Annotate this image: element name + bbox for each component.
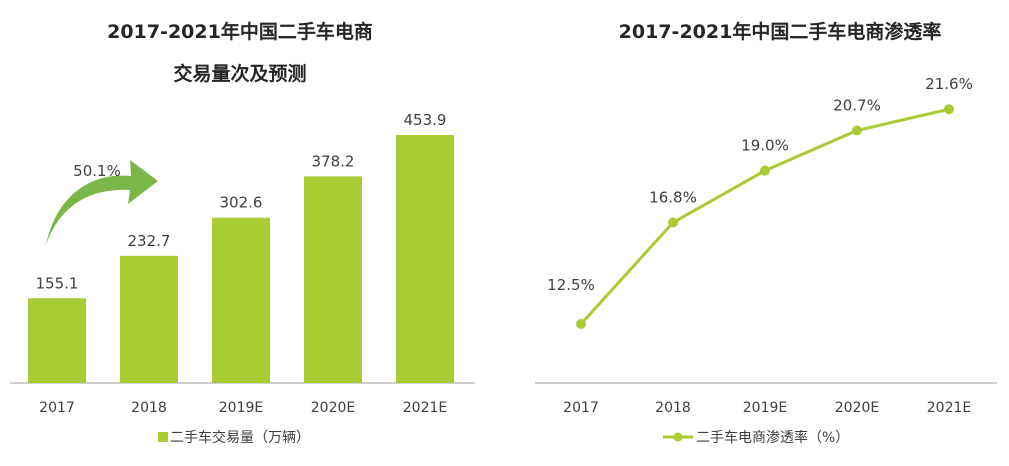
bar (120, 255, 178, 383)
data-point (852, 125, 862, 136)
point-value-label: 21.6% (925, 75, 973, 93)
point-value-label: 20.7% (833, 96, 881, 114)
line-x-tick-label: 2019E (743, 400, 787, 416)
bar (212, 217, 270, 383)
bar-x-tick-label: 2018 (131, 400, 167, 416)
growth-annotation: 50.1% (73, 162, 121, 180)
bar-value-label: 232.7 (128, 232, 171, 250)
bar-chart-title-line2: 交易量次及预测 (173, 62, 306, 85)
data-point (760, 165, 770, 176)
line-legend-label: 二手车电商渗透率（%） (696, 429, 849, 446)
line-x-tick-label: 2018 (655, 400, 691, 416)
bar-value-label: 155.1 (36, 274, 79, 292)
data-point (576, 319, 586, 329)
data-point (944, 104, 954, 115)
data-point (668, 217, 678, 228)
bar (28, 298, 86, 383)
bar (304, 176, 362, 383)
bar-x-tick-label: 2021E (403, 400, 447, 416)
bar-legend-swatch (158, 432, 168, 442)
line-x-tick-label: 2020E (835, 400, 879, 416)
point-value-label: 16.8% (649, 189, 697, 207)
bar-x-tick-label: 2019E (219, 400, 263, 416)
bar-value-label: 302.6 (220, 194, 263, 212)
point-value-label: 19.0% (741, 137, 789, 155)
growth-arrow-icon (46, 160, 158, 245)
bar (396, 135, 454, 383)
point-value-label: 12.5% (547, 276, 595, 294)
bar-chart-title: 2017-2021年中国二手车电商 (107, 20, 373, 43)
bar-x-tick-label: 2017 (39, 400, 75, 416)
line-legend-marker (673, 432, 683, 442)
bar-x-tick-label: 2020E (311, 400, 355, 416)
line-chart-title: 2017-2021年中国二手车电商渗透率 (619, 20, 942, 43)
bar-value-label: 453.9 (404, 111, 447, 129)
bar-value-label: 378.2 (312, 152, 355, 170)
line-x-tick-label: 2017 (563, 400, 599, 416)
bar-legend-label: 二手车交易量（万辆） (170, 429, 310, 446)
line-x-tick-label: 2021E (927, 400, 971, 416)
